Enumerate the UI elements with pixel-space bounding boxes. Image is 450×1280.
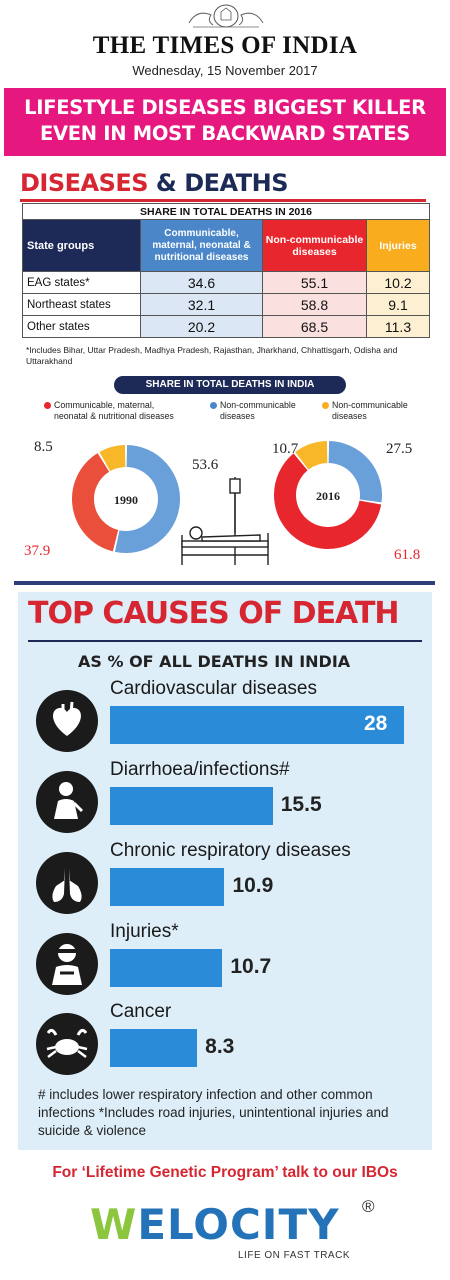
col-header-state: State groups [22,219,141,272]
cell-communicable: 32.1 [140,293,263,316]
section-rule [28,640,422,642]
donut-slice [328,441,382,503]
crab-icon [36,1013,98,1075]
top-causes-section: TOP CAUSES OF DEATH AS % OF ALL DEATHS I… [18,592,432,1150]
cell-injuries: 10.2 [366,271,430,294]
donut-value-label: 61.8 [394,547,420,563]
emblem-icon [188,4,264,28]
cause-label: Diarrhoea/infections# [110,759,290,780]
donut-center-year: 2016 [316,489,340,503]
sick-person-icon [36,771,98,833]
donut-value-label: 37.9 [24,543,50,559]
cause-label: Injuries* [110,921,179,942]
cause-label: Chronic respiratory diseases [110,840,351,861]
cause-value-label: 10.7 [230,955,272,978]
table-footnote: *Includes Bihar, Uttar Pradesh, Madhya P… [26,345,398,366]
cause-label: Cardiovascular diseases [110,678,317,699]
title-part-deaths: DEATHS [184,169,288,197]
top-causes-title: TOP CAUSES OF DEATH [28,596,400,631]
donut-slice [99,445,127,472]
masthead: THE TIMES OF INDIA Wednesday, 15 Novembe… [0,0,450,88]
donut-charts: 53.6 37.9 8.5 1990 27.5 61.8 10.7 2016 [24,439,420,565]
donut-slice [72,453,119,552]
col-header-communicable: Communicable, maternal, neonatal & nutri… [140,219,263,272]
table-row: Other states 20.2 68.5 11.3 [22,315,430,338]
cell-communicable: 34.6 [140,271,263,294]
logo-tagline: LIFE ON FAST TRACK [238,1250,350,1261]
section-divider [14,581,435,585]
cell-injuries: 9.1 [366,293,430,316]
legend-dot [322,402,329,409]
legend-dot [210,402,217,409]
donut-value-label: 53.6 [192,457,219,473]
hospital-bed-icon [181,477,269,565]
cause-bar [110,868,225,906]
lungs-icon [36,852,98,914]
cause-value-label: 15.5 [280,793,322,816]
headline-banner: LIFESTYLE DISEASES BIGGEST KILLER EVEN I… [4,88,446,156]
publication-date: Wednesday, 15 November 2017 [132,63,318,78]
injured-person-icon [36,933,98,995]
diseases-deaths-section: DISEASES & DEATHS SHARE IN TOTAL DEATHS … [14,167,434,575]
table-row: Northeast states 32.1 58.8 9.1 [22,293,430,316]
donut-slice [274,453,382,549]
col-header-injuries: Injuries [366,219,430,272]
donut-value-label: 8.5 [34,439,53,455]
table-title: SHARE IN TOTAL DEATHS IN 2016 [22,203,430,220]
cell-ncd: 55.1 [262,271,367,294]
promo-text: For ‘Lifetime Genetic Program’ talk to o… [52,1164,398,1181]
cell-communicable: 20.2 [140,315,263,338]
velocity-logo: WELOCITY ® LIFE ON FAST TRACK [90,1197,380,1270]
legend-dot [44,402,51,409]
cause-label: Cancer [110,1001,172,1022]
cell-injuries: 11.3 [366,315,430,338]
headline-line-2: EVEN IN MOST BACKWARD STATES [39,122,411,145]
row-label: EAG states* [22,271,141,294]
table-row: EAG states* 34.6 55.1 10.2 [22,271,430,294]
cause-bar [110,787,273,825]
logo-letter-w: W [90,1200,138,1249]
registered-mark: ® [362,1197,375,1216]
cause-value-label: 28 [364,712,388,735]
cause-bar [110,949,223,987]
legend-label-line1: Communicable, maternal, [54,400,155,410]
section-rule [20,199,426,202]
row-label: Northeast states [22,293,141,316]
causes-footnote: # includes lower respiratory infection a… [38,1087,389,1138]
heart-icon [36,690,98,752]
row-label: Other states [22,315,141,338]
donut-center-year: 1990 [114,493,138,507]
col-header-ncd: Non-communicable diseases [262,219,367,272]
cause-bar [110,1029,198,1067]
logo-wordmark: WELOCITY [90,1200,340,1249]
donut-value-label: 10.7 [272,441,299,457]
legend-label-line1: Non-communicable [220,400,296,410]
share-deaths-table: SHARE IN TOTAL DEATHS IN 2016 State grou… [22,203,430,338]
india-share-heading: SHARE IN TOTAL DEATHS IN INDIA [114,376,346,394]
donut-value-label: 27.5 [386,441,412,457]
legend-label-line1: Non-communicable [332,400,408,410]
title-part-diseases: DISEASES [20,169,149,197]
headline-line-1: LIFESTYLE DISEASES BIGGEST KILLER [24,96,426,119]
donut-slice [114,445,180,553]
cell-ncd: 58.8 [262,293,367,316]
donut-slice [295,441,329,470]
title-ampersand: & [148,169,185,197]
logo-letters: ELOCITY [137,1200,340,1249]
legend-label-line2: diseases [220,411,255,421]
cause-value-label: 8.3 [205,1035,235,1058]
cause-value-label: 10.9 [232,874,274,897]
section-title: DISEASES & DEATHS [20,169,288,197]
top-causes-subtitle: AS % OF ALL DEATHS IN INDIA [78,652,351,671]
legend-label-line2: neonatal & nutritional diseases [54,411,174,421]
newspaper-name: THE TIMES OF INDIA [92,32,358,59]
cause-bar [110,706,404,744]
cell-ncd: 68.5 [262,315,367,338]
legend-label-line2: diseases [332,411,367,421]
